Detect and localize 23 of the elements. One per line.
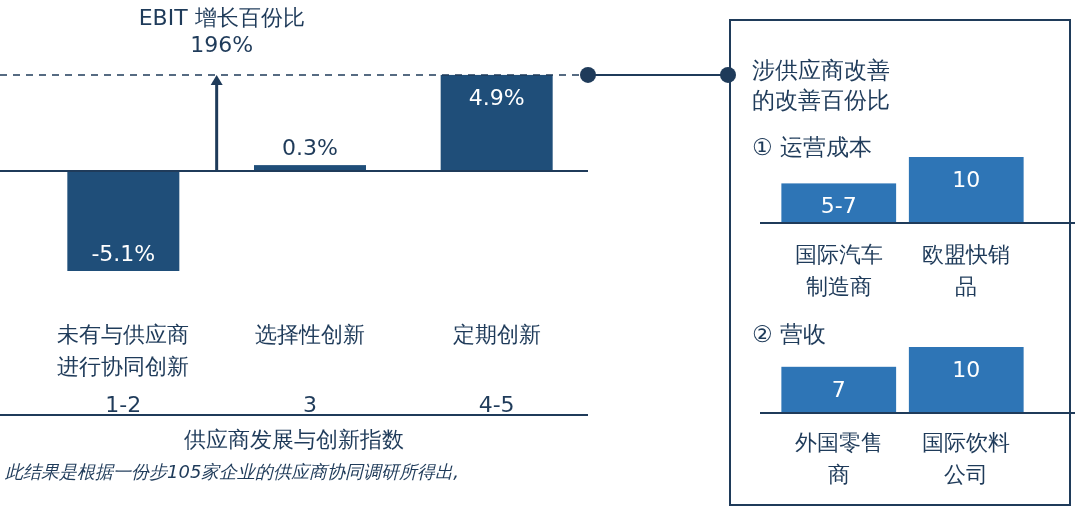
data-label: 0.3% — [282, 135, 338, 161]
data-label: 5-7 — [820, 193, 857, 219]
text: 3 — [303, 392, 317, 417]
x-tick-label: 欧盟快销品 — [922, 242, 1011, 299]
x-tick-label: 选择性创新 — [255, 322, 365, 347]
data-label: 4.9% — [468, 84, 525, 110]
chart-subtitle: ① 运营成本 — [752, 134, 872, 160]
data-label: 10 — [952, 167, 981, 192]
x-tick-label: 国际饮料公司 — [922, 430, 1011, 487]
x-tick-label: 国际汽车制造商 — [794, 242, 883, 299]
data-label: -5.1% — [91, 241, 156, 266]
data-label: 7 — [831, 376, 846, 402]
annotation: EBIT 增长百份比 196% — [138, 4, 305, 57]
data-label: 10 — [952, 357, 981, 382]
text: 此结果是根据一份步105家企业的供应商协同调研所得出, — [5, 461, 460, 482]
x-tick-label: 定期创新 — [452, 322, 541, 347]
chart-title: 涉供应商改善的改善百份比 — [752, 57, 890, 113]
x-axis-title: 供应商发展与创新指数 — [184, 427, 404, 452]
text: 1-2 — [105, 392, 142, 417]
text: 4-5 — [478, 392, 515, 417]
x-tick-label: 外国零售商 — [794, 430, 883, 487]
x-tick-label: 未有与供应商进行协同创新 — [57, 322, 190, 379]
chart-title: ② 营收 — [752, 321, 826, 347]
